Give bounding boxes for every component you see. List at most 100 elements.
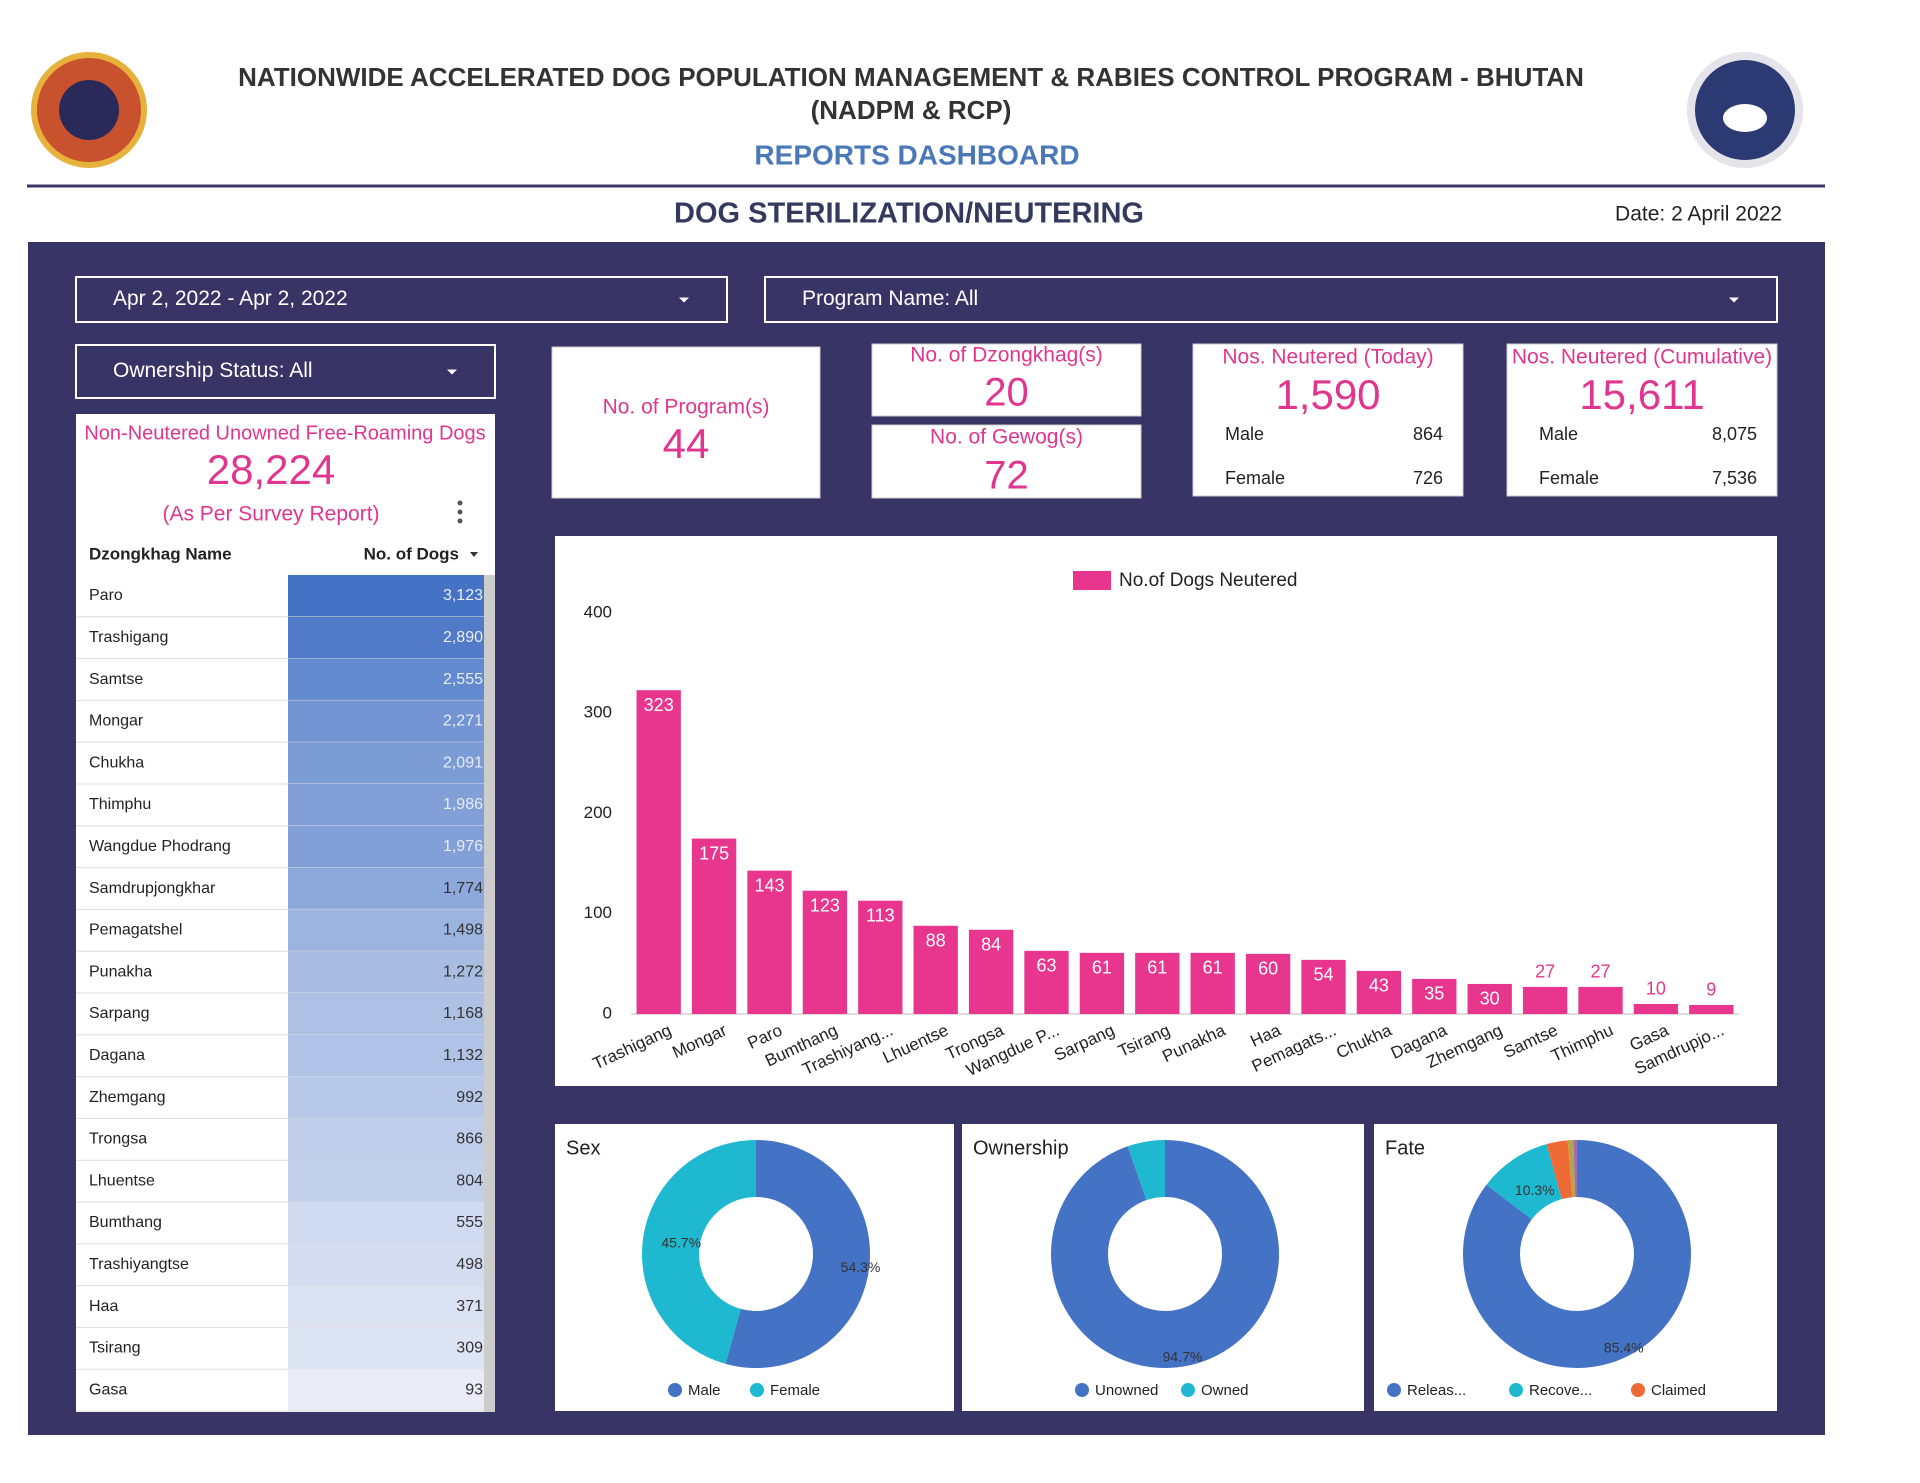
table-cell-bar (288, 993, 484, 1035)
bar (691, 838, 737, 1014)
data-label: 43 (1369, 976, 1389, 996)
table-cell: 555 (456, 1214, 483, 1231)
y-tick-label: 300 (584, 703, 612, 722)
table-cell: 804 (456, 1172, 483, 1189)
y-tick-label: 0 (603, 1003, 612, 1022)
data-label: 61 (1203, 958, 1223, 978)
bar (913, 925, 958, 1014)
slice-label: 45.7% (661, 1235, 701, 1251)
legend-marker (1631, 1383, 1645, 1397)
table-cell: 1,132 (443, 1047, 483, 1064)
legend-label: Recove... (1529, 1382, 1592, 1399)
table-cell: Samdrupjongkhar (89, 880, 216, 897)
menu-dot[interactable] (457, 518, 463, 524)
kpi-label: Nos. Neutered (Cumulative) (1512, 346, 1772, 369)
table-cell: 2,271 (443, 713, 483, 730)
section-title: DOG STERILIZATION/NEUTERING (674, 198, 1144, 230)
donut-slice (1127, 1140, 1165, 1201)
table-cell-bar (288, 1118, 484, 1161)
kpi-card (1192, 343, 1464, 497)
data-label: 61 (1147, 958, 1167, 978)
right-logo-dog (1723, 104, 1767, 132)
legend-marker (1181, 1383, 1195, 1397)
table-cell-bar (288, 1243, 484, 1286)
chart-title: Fate (1385, 1137, 1425, 1159)
bar (1522, 986, 1568, 1014)
sort-arrow (470, 552, 478, 557)
data-label: 10 (1646, 979, 1666, 999)
kpi-label: No. of Program(s) (603, 396, 770, 419)
table-cell: Chukha (89, 754, 144, 771)
table-cell: Paro (89, 587, 123, 604)
table-cell: 93 (465, 1381, 483, 1398)
donut-slice (1051, 1140, 1280, 1369)
kpi-card (871, 424, 1142, 499)
bar (858, 900, 903, 1014)
table-cell-bar (288, 616, 484, 659)
table-cell-bar (288, 1327, 484, 1370)
data-label: 113 (866, 905, 895, 925)
table-cell: 992 (456, 1089, 483, 1106)
donut-slice (725, 1140, 870, 1368)
chart-title: Sex (566, 1137, 600, 1159)
data-label: 63 (1036, 956, 1056, 976)
table-cell: Punakha (89, 963, 152, 980)
survey-label: Non-Neutered Unowned Free-Roaming Dogs (84, 422, 485, 444)
data-label: 123 (810, 895, 840, 915)
table-cell: 1,498 (443, 922, 483, 939)
legend-marker (750, 1383, 764, 1397)
dropdown-arrow (447, 369, 457, 375)
kpi-label: No. of Gewog(s) (930, 426, 1083, 449)
table-cell-bar (288, 658, 484, 701)
table-cell-bar (288, 1369, 484, 1411)
table-cell-bar (288, 825, 484, 868)
table-cell-bar (288, 867, 484, 910)
bar (636, 690, 681, 1014)
bar (747, 870, 792, 1014)
data-label: 9 (1706, 980, 1716, 1000)
menu-dot[interactable] (457, 509, 463, 515)
donut-slice (641, 1140, 756, 1364)
kpi-row-value: 864 (1413, 424, 1443, 444)
table-cell-bar (288, 1160, 484, 1202)
filter-label: Ownership Status: All (113, 359, 313, 382)
y-tick-label: 400 (584, 602, 612, 621)
data-label: 84 (981, 935, 1001, 955)
table-cell: Dagana (89, 1047, 145, 1064)
kpi-row-label: Female (1225, 468, 1285, 488)
table-header: No. of Dogs (364, 544, 459, 563)
table-cell: Thimphu (89, 796, 151, 813)
left-emblem-core (59, 80, 119, 140)
legend-label: Owned (1201, 1382, 1249, 1399)
table-cell: Trashiyangtse (89, 1256, 189, 1273)
table-cell: 1,168 (443, 1005, 483, 1022)
data-label: 35 (1424, 984, 1444, 1004)
table-cell: 2,555 (443, 671, 483, 688)
filter-control[interactable] (75, 276, 728, 323)
table-cell: Mongar (89, 713, 144, 730)
data-label: 323 (644, 695, 674, 715)
filter-control[interactable] (764, 276, 1778, 323)
table-cell: 1,774 (443, 880, 483, 897)
table-cell: Gasa (89, 1381, 127, 1398)
bar (1024, 950, 1069, 1014)
legend-marker (668, 1383, 682, 1397)
data-label: 60 (1258, 959, 1278, 979)
kpi-row-value: 8,075 (1712, 424, 1757, 444)
kpi-label: No. of Dzongkhag(s) (910, 344, 1103, 367)
bar (1633, 1003, 1679, 1014)
kpi-row-label: Female (1539, 468, 1599, 488)
dropdown-arrow (679, 297, 689, 303)
scrollbar (484, 575, 495, 1412)
table-cell: Trashigang (89, 629, 168, 646)
table-cell-bar (288, 1202, 484, 1244)
table-cell: 309 (456, 1340, 483, 1357)
kpi-card (551, 346, 821, 499)
menu-dot[interactable] (457, 500, 463, 506)
table-header: Dzongkhag Name (89, 544, 232, 563)
data-label: 88 (926, 931, 946, 951)
legend-label: Releas... (1407, 1382, 1466, 1399)
filter-control[interactable] (75, 344, 496, 399)
table-cell: 3,123 (443, 587, 483, 604)
bar (1135, 952, 1180, 1014)
